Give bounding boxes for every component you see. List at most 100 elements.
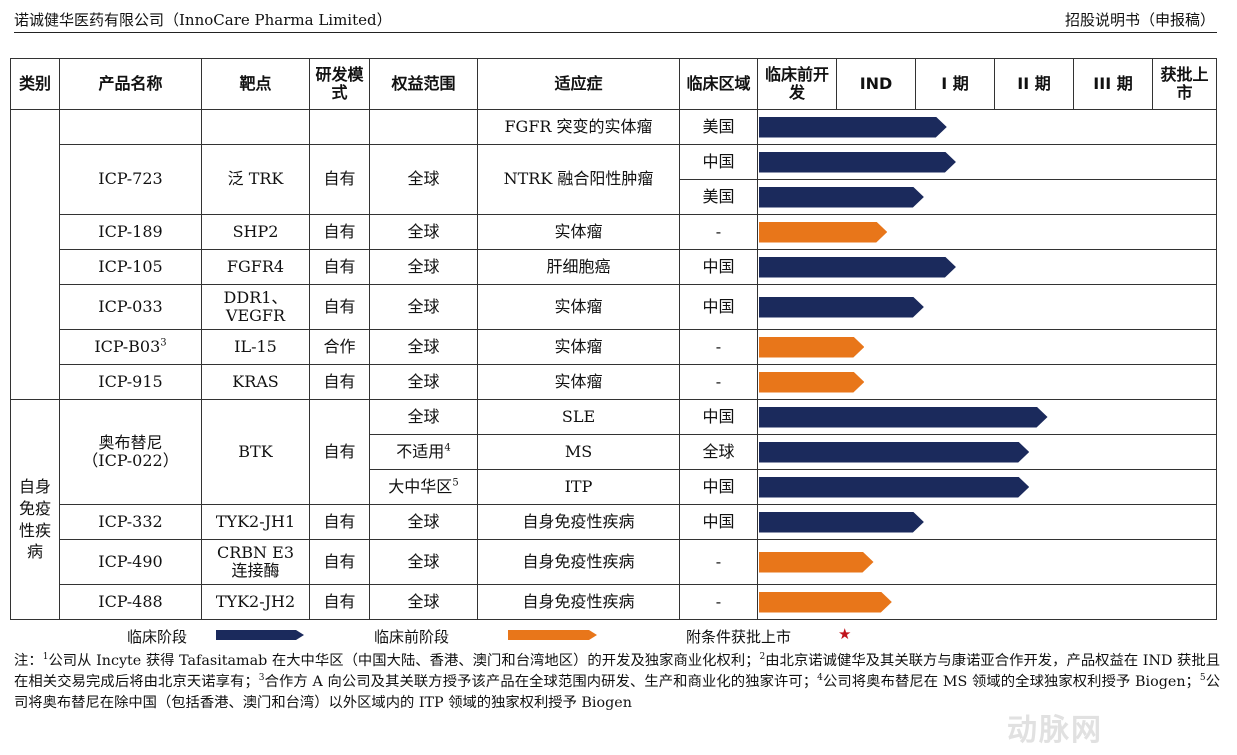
region-cell: - (679, 214, 758, 250)
stage-bar-cell (757, 249, 1217, 285)
col-header-phase3: III 期 (1073, 58, 1153, 110)
mode-cell: 自有 (309, 284, 370, 330)
mode-cell: 自有 (309, 364, 370, 400)
legend: 临床阶段 临床前阶段 附条件获批上市 ★ (0, 625, 1237, 647)
rights-cell: 全球 (369, 249, 478, 285)
rights-cell: 全球 (369, 364, 478, 400)
table-row: ICP-332 TYK2-JH1 自有 全球 自身免疫性疾病 中国 (11, 504, 1217, 540)
footnote-marker: 5 (1199, 673, 1206, 684)
clinical-progress-bar (759, 187, 924, 208)
stage-bar-cell (757, 329, 1217, 365)
footnote-marker: 1 (42, 652, 49, 663)
rights-cell: 全球 (369, 504, 478, 540)
watermark-logo: 动脉网 (1007, 705, 1217, 748)
product-cell: ICP-332 (59, 504, 202, 540)
target-cell: CRBN E3 连接酶 (201, 539, 310, 585)
region-cell: - (679, 329, 758, 365)
region-cell: 美国 (679, 179, 758, 215)
target-cell: KRAS (201, 364, 310, 400)
region-cell: - (679, 539, 758, 585)
col-header-rights: 权益范围 (369, 58, 478, 110)
preclinical-progress-bar (759, 592, 892, 613)
product-cell (59, 109, 202, 145)
indication-cell: 自身免疫性疾病 (477, 584, 680, 620)
indication-cell: 自身免疫性疾病 (477, 539, 680, 585)
product-name: ICP-B03 (94, 336, 161, 356)
mode-cell: 自有 (309, 249, 370, 285)
legend-preclinical-label: 临床前阶段 (374, 628, 450, 646)
stage-bar-cell (757, 434, 1217, 470)
mode-cell: 自有 (309, 399, 370, 505)
category-cell-oncology (10, 109, 60, 400)
stage-bar-cell (757, 144, 1217, 180)
mode-cell: 自有 (309, 584, 370, 620)
table-row: ICP-490 CRBN E3 连接酶 自有 全球 自身免疫性疾病 - (11, 539, 1217, 585)
col-header-mode: 研发模式 (309, 58, 370, 110)
col-header-region: 临床区域 (679, 58, 758, 110)
target-cell: FGFR4 (201, 249, 310, 285)
mode-cell: 自有 (309, 504, 370, 540)
product-cell: 奥布替尼（ICP-022） (59, 399, 202, 505)
rights-cell: 全球 (369, 399, 478, 435)
rights-text: 大中华区 (388, 476, 453, 496)
rights-cell (369, 109, 478, 145)
footnote-marker: 5 (452, 477, 459, 489)
legend-conditional-label: 附条件获批上市 (686, 628, 792, 646)
mode-cell (309, 109, 370, 145)
clinical-progress-bar (759, 152, 956, 173)
preclinical-progress-bar (759, 222, 887, 243)
rights-cell: 全球 (369, 539, 478, 585)
col-header-preclinical: 临床前开发 (757, 58, 837, 110)
rights-text: 不适用 (396, 441, 445, 461)
target-cell (201, 109, 310, 145)
watermark-text: 动脉网 (1007, 713, 1103, 748)
rights-cell: 不适用4 (369, 434, 478, 470)
product-cell: ICP-723 (59, 144, 202, 215)
stage-bar-cell (757, 284, 1217, 330)
target-cell: DDR1、VEGFR (201, 284, 310, 330)
region-cell: 中国 (679, 284, 758, 330)
notes-prefix: 注： (14, 653, 43, 669)
page-header: 诺诚健华医药有限公司（InnoCare Pharma Limited） 招股说明… (14, 6, 1217, 33)
pipeline-table: 类别 产品名称 靶点 研发模式 权益范围 适应症 临床区域 临床前开发 IND … (10, 58, 1217, 620)
table-row: ICP-723 泛 TRK 自有 全球 NTRK 融合阳性肿瘤 中国 (11, 144, 1217, 215)
stage-bar-cell (757, 364, 1217, 400)
footnote-marker: 2 (759, 652, 766, 663)
preclinical-progress-bar (759, 337, 864, 358)
region-cell: 中国 (679, 399, 758, 435)
col-header-phase2: II 期 (994, 58, 1074, 110)
stage-bar-cell (757, 504, 1217, 540)
indication-cell: NTRK 融合阳性肿瘤 (477, 144, 680, 215)
col-header-category: 类别 (10, 58, 60, 110)
indication-cell: MS (477, 434, 680, 470)
indication-cell: FGFR 突变的实体瘤 (477, 109, 680, 145)
rights-cell: 全球 (369, 144, 478, 215)
target-cell: SHP2 (201, 214, 310, 250)
preclinical-progress-bar (759, 552, 874, 573)
category-cell-autoimmune: 自身免疫性疾病 (10, 399, 60, 620)
table-header-row: 类别 产品名称 靶点 研发模式 权益范围 适应症 临床区域 临床前开发 IND … (10, 58, 1217, 110)
col-header-product: 产品名称 (59, 58, 202, 110)
note-1: 公司从 Incyte 获得 Tafasitamab 在大中华区（中国大陆、香港、… (48, 653, 760, 669)
stage-bar-cell (757, 469, 1217, 505)
product-cell: ICP-B033 (59, 329, 202, 365)
product-cell: ICP-915 (59, 364, 202, 400)
product-cell: ICP-490 (59, 539, 202, 585)
target-cell: TYK2-JH1 (201, 504, 310, 540)
table-row: 美国 (11, 179, 1217, 215)
clinical-progress-bar (759, 297, 924, 318)
region-cell: 美国 (679, 109, 758, 145)
product-cell: ICP-488 (59, 584, 202, 620)
region-cell: 中国 (679, 469, 758, 505)
clinical-progress-bar (759, 257, 956, 278)
col-header-phase1: I 期 (915, 58, 995, 110)
col-header-indication: 适应症 (477, 58, 680, 110)
table-row: ICP-488 TYK2-JH2 自有 全球 自身免疫性疾病 - (11, 584, 1217, 620)
indication-cell: 实体瘤 (477, 329, 680, 365)
star-icon: ★ (838, 625, 852, 643)
target-cell: IL-15 (201, 329, 310, 365)
legend-clinical-swatch (216, 630, 304, 640)
indication-cell: 实体瘤 (477, 284, 680, 330)
indication-cell: ITP (477, 469, 680, 505)
note-4: 公司将奥布替尼在 MS 领域的全球独家权利授予 Biogen； (822, 674, 1200, 690)
